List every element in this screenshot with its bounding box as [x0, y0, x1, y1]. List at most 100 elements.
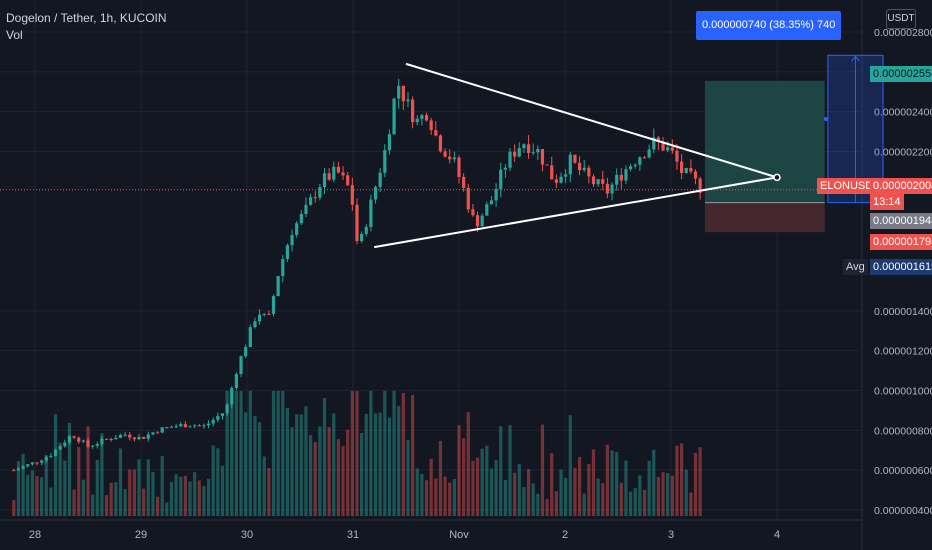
candle-body [633, 164, 637, 167]
candle-body [322, 173, 327, 188]
last-price-tag: 0.000002008 [870, 178, 932, 194]
candle-body [378, 172, 382, 187]
candle-body [183, 424, 187, 428]
volume-bar [601, 483, 605, 516]
candle-body [262, 313, 266, 315]
candle-body [295, 223, 299, 236]
y-tick-label: 0.000001400 [874, 306, 932, 318]
volume-bar [169, 482, 174, 516]
volume-bar [248, 391, 252, 516]
candle-body [475, 215, 480, 227]
candle-body [693, 171, 698, 179]
volume-bar [202, 485, 206, 516]
volume-bar [573, 467, 577, 516]
volume-bar [257, 422, 262, 516]
volume-bar [67, 422, 72, 516]
candle-body [299, 213, 303, 224]
y-tick-label: 0.000002200 [874, 147, 932, 159]
volume-bar [58, 442, 62, 516]
triangle-apex-handle [773, 173, 781, 182]
candle-body [132, 437, 136, 440]
candle-body [466, 187, 470, 210]
volume-bar [142, 488, 146, 516]
volume-bar [346, 429, 350, 516]
volume-bar [443, 476, 447, 516]
candle-body [341, 172, 345, 176]
candle-body [401, 85, 405, 102]
candle-body [276, 275, 280, 297]
candle-body [220, 413, 225, 417]
volume-bar [72, 489, 76, 516]
candle-body [63, 442, 67, 447]
y-tick-label: 0.000002400 [874, 107, 932, 119]
candle-body [239, 356, 243, 375]
volume-bar [220, 465, 225, 516]
candle-body [545, 164, 549, 166]
y-tick-label: 0.000002800 [874, 27, 932, 39]
candle-body [271, 296, 276, 314]
volume-bar [661, 472, 665, 516]
candle-body [387, 134, 392, 151]
volume-bar [128, 469, 132, 516]
candle-body [26, 464, 30, 467]
volume-bar [401, 393, 405, 516]
candle-body [434, 130, 438, 136]
volume-bar [522, 487, 526, 516]
volume-bar [197, 480, 201, 516]
volume-bar [104, 495, 109, 516]
volume-bar [132, 469, 136, 516]
candle-body [615, 174, 619, 185]
candle-body [550, 165, 554, 180]
volume-bar [179, 476, 183, 516]
volume-bar [267, 467, 271, 516]
candle-body [81, 440, 85, 442]
volume-bar [615, 452, 619, 516]
candle-body [257, 314, 262, 322]
volume-bar [155, 496, 160, 516]
volume-bar [30, 470, 34, 516]
candle-body [332, 166, 336, 180]
volume-bar [285, 407, 290, 516]
volume-bar [86, 426, 90, 516]
profit-zone [704, 80, 825, 203]
volume-bar [211, 445, 215, 516]
volume-bar [531, 483, 535, 516]
volume-bar [591, 449, 596, 516]
candle-body [360, 233, 364, 242]
x-tick-label: 2 [562, 529, 568, 541]
currency-selector[interactable]: USDT [886, 9, 916, 29]
candle-body [30, 462, 34, 465]
price-axis-panel [862, 0, 932, 550]
volume-bar [480, 448, 484, 516]
volume-bar [513, 472, 517, 516]
candle-body [429, 120, 433, 131]
volume-bar [517, 464, 521, 516]
volume-bar [114, 482, 118, 516]
candle-body [267, 313, 271, 315]
volume-bar [290, 427, 294, 516]
candle-body [285, 245, 290, 260]
volume-bar [318, 426, 322, 516]
candle-body [605, 183, 609, 194]
volume-bar [680, 443, 684, 516]
volume-bar [355, 391, 359, 516]
volume-bar [188, 481, 192, 516]
volume-bar [452, 478, 456, 516]
volume-bar [234, 391, 238, 516]
x-tick-label: 3 [668, 529, 674, 541]
candle-body [670, 147, 674, 151]
candle-body [104, 438, 109, 440]
countdown-tag: 13:14 [870, 194, 904, 210]
candle-body [438, 135, 443, 152]
candle-body [522, 144, 526, 149]
volume-bar [596, 478, 600, 516]
volume-bar [652, 449, 656, 516]
triangle-trendline [405, 62, 778, 179]
volume-bar [698, 447, 702, 516]
volume-bar [91, 494, 95, 516]
candle-body [675, 150, 679, 162]
volume-bar [44, 455, 48, 516]
volume-bar [628, 491, 633, 516]
volume-bar [123, 489, 127, 516]
